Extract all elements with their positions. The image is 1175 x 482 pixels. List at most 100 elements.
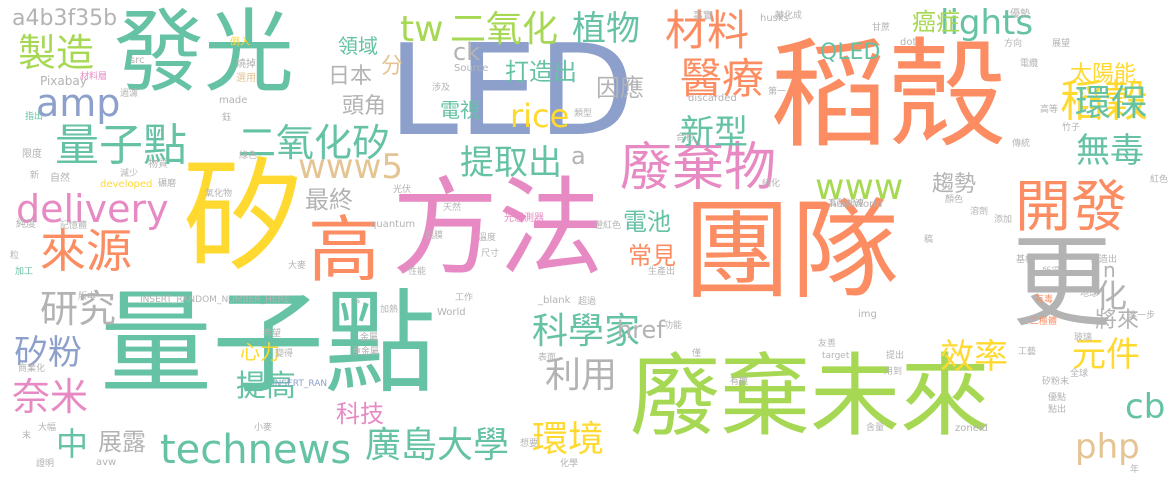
- word-製造: 製造: [18, 31, 95, 75]
- word-developed: developed: [100, 179, 153, 190]
- word-轉化成: 轉化成: [775, 11, 803, 21]
- word-husks: husks: [760, 13, 789, 24]
- word-有機: 有機: [730, 377, 749, 387]
- word-amp: amp: [36, 81, 121, 125]
- word-量子點: 量子點: [100, 279, 436, 409]
- word-研究: 研究: [40, 287, 117, 331]
- word-鈺: 鈺: [222, 113, 232, 123]
- word-甘蔗: 甘蔗: [872, 23, 891, 33]
- word-二極體: 二極體: [1030, 317, 1058, 327]
- word-性能: 性能: [408, 267, 427, 277]
- word-電視: 電視: [440, 98, 480, 122]
- word-橙紅色: 橙紅色: [594, 221, 622, 231]
- word-dot: dot: [900, 37, 917, 48]
- word-科技: 科技: [336, 400, 384, 428]
- word-醫療: 醫療: [680, 54, 765, 103]
- word-中: 中: [56, 425, 89, 463]
- word-稻穀: 稻穀: [1060, 76, 1148, 127]
- word-img: img: [858, 309, 877, 320]
- word-日本: 日本: [328, 64, 373, 89]
- word-展望: 展望: [1052, 39, 1071, 49]
- word-a4b3f35b: a4b3f35b: [12, 6, 118, 31]
- word-常見: 常見: [628, 242, 676, 270]
- word-希望: 希望: [263, 329, 282, 339]
- word-進一步: 進一步: [1128, 311, 1156, 321]
- word-材料: 材料: [665, 6, 750, 55]
- word-Pixabay: Pixabay: [40, 74, 87, 88]
- word-加熱: 加熱: [380, 305, 399, 315]
- word-huskWorld: huskWorld: [830, 199, 883, 210]
- word-來源: 來源: [40, 224, 132, 278]
- word-將來: 將來: [1095, 308, 1140, 333]
- word-提取出: 提取出: [460, 143, 562, 183]
- word-純度: 純度: [16, 219, 36, 230]
- word-分: 分: [381, 54, 404, 79]
- word-光伏: 光伏: [393, 185, 412, 195]
- word-高等: 高等: [1040, 105, 1059, 115]
- word-高: 高: [308, 208, 381, 292]
- word-頭角: 頭角: [342, 94, 387, 119]
- word-金屬: 金屬: [360, 333, 379, 343]
- word-植物: 植物: [572, 9, 640, 49]
- word-稻殼: 稻殼: [770, 26, 1007, 164]
- word-technews: technews: [160, 427, 352, 473]
- word-元件: 元件: [1072, 335, 1140, 375]
- word-粒: 粒: [10, 251, 20, 261]
- word-氧化物: 氧化物: [205, 189, 233, 199]
- word-環保: 環保: [1075, 83, 1148, 124]
- word-生產出: 生產出: [648, 267, 676, 277]
- word-tw: tw: [400, 9, 444, 50]
- word-重金屬: 重金屬: [352, 347, 380, 357]
- word-cb: cb: [1125, 387, 1166, 427]
- word-discarded: discarded: [688, 93, 737, 104]
- word-優勢: 優勢: [1010, 9, 1030, 20]
- word-友善: 友善: [818, 339, 837, 349]
- word-二氧化矽: 二氧化矽: [238, 121, 391, 165]
- word-廢棄物: 廢棄物: [620, 138, 777, 198]
- word-QLED: QLED: [820, 40, 881, 65]
- word-商業化: 商業化: [18, 364, 46, 374]
- word-奈米: 奈米: [12, 375, 89, 419]
- word-科學家: 科學家: [532, 311, 641, 352]
- word-Source: Source: [454, 63, 489, 74]
- word-新: 新: [30, 171, 40, 181]
- word-材料層: 材料層: [80, 72, 108, 82]
- word-優點: 優點: [1048, 393, 1067, 403]
- word-化學: 化學: [560, 459, 579, 469]
- word-指出: 指出: [25, 112, 44, 122]
- word-尺寸: 尺寸: [481, 249, 500, 259]
- word-方向: 方向: [1004, 39, 1023, 49]
- word-高階加速: 高階加速: [828, 199, 865, 209]
- word-更: 更: [1012, 224, 1112, 341]
- word-環境: 環境: [532, 419, 605, 460]
- word-含量: 含量: [866, 423, 885, 433]
- word-點出: 點出: [1048, 405, 1067, 415]
- word-矽粉末: 矽粉末: [1042, 377, 1070, 387]
- word-avw: avw: [96, 457, 117, 468]
- word-最終: 最終: [305, 186, 353, 214]
- word-打造出: 打造出: [505, 58, 577, 86]
- word-src: src: [130, 55, 145, 66]
- word-開發: 開發: [1015, 175, 1127, 240]
- word-領域: 領域: [338, 34, 378, 58]
- word-基板: 基板: [1016, 255, 1035, 265]
- word-href: href: [617, 316, 665, 344]
- word-提高: 提高: [236, 369, 296, 404]
- word-功能: 功能: [664, 321, 683, 331]
- word-www: www: [815, 167, 904, 208]
- word-有毒: 有毒: [1035, 295, 1054, 305]
- word-rice: rice: [510, 97, 570, 135]
- word-ck: ck: [453, 38, 481, 66]
- word-made: made: [219, 95, 248, 106]
- word-電池: 電池: [623, 208, 671, 236]
- word-倒入: 倒入: [230, 37, 250, 48]
- word-趨勢: 趨勢: [932, 172, 977, 197]
- word-記憶體: 記憶體: [60, 221, 88, 231]
- word-提出: 提出: [886, 351, 905, 361]
- word-展露: 展露: [98, 428, 146, 456]
- word-矽粉: 矽粉: [14, 333, 82, 373]
- word-超過: 超過: [578, 297, 597, 307]
- word-物質: 物質: [148, 159, 168, 170]
- word-lights: lights: [940, 3, 1034, 43]
